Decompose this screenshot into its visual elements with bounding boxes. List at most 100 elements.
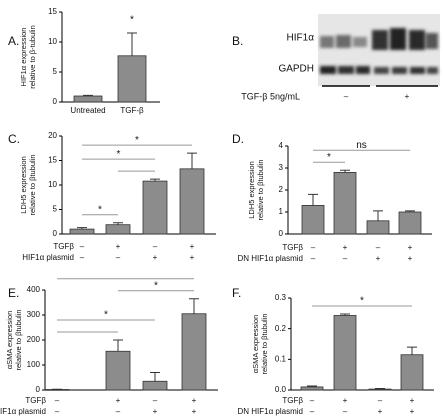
row-value: – (153, 396, 158, 405)
bar (398, 211, 422, 235)
row-value: – (378, 396, 383, 405)
y-axis-label: relative to βtubulin (260, 313, 269, 374)
row-value: – (376, 243, 381, 252)
y-tick-label: 4 (279, 141, 284, 150)
error-bar (375, 387, 385, 390)
error-bar (150, 178, 160, 182)
y-axis-label: relative to βtubulin (14, 309, 23, 370)
y-axis-label: relative to β-tubulin (28, 25, 37, 89)
row-name: TGFβ (282, 396, 303, 405)
y-tick-label: 0 (279, 229, 284, 238)
y-tick-label: 15 (48, 7, 57, 16)
significance-label: * (117, 149, 121, 160)
x-tick-label: Untreated (70, 106, 105, 115)
row-name: HIF1α plasmid (22, 253, 74, 262)
y-axis-label: relative to βtubulin (28, 154, 37, 215)
row-value: + (153, 407, 158, 416)
y-tick-label: 0 (53, 97, 58, 106)
significance-label: * (104, 310, 108, 321)
row-name: TGFβ (282, 243, 303, 252)
row-value: – (80, 242, 85, 251)
lane-label: – (344, 92, 349, 101)
row-name: HIF1α plasmid (0, 407, 46, 416)
bar (333, 315, 357, 391)
y-tick-label: 15 (48, 156, 57, 165)
panel-label: A. (8, 34, 19, 48)
bar (105, 224, 131, 235)
y-tick-label: 0 (53, 229, 58, 238)
lane-label: + (405, 92, 410, 101)
y-tick-label: 2 (279, 185, 284, 194)
row-name: TGFβ (25, 396, 46, 405)
error-bar (308, 193, 318, 206)
error-bar (189, 298, 199, 314)
panel-label: C. (8, 132, 20, 146)
error-bar (127, 32, 137, 56)
row-value: + (343, 396, 348, 405)
bar (73, 95, 103, 103)
y-tick-label: 0.2 (275, 324, 287, 333)
error-bar (340, 169, 350, 173)
y-tick-label: 3 (279, 163, 284, 172)
error-bar (340, 313, 350, 316)
error-bar (150, 372, 160, 382)
bar (181, 313, 207, 391)
row-value: – (80, 253, 85, 262)
significance-label: * (98, 204, 102, 215)
row-value: – (311, 254, 316, 263)
row-value: + (376, 254, 381, 263)
row-value: + (408, 243, 413, 252)
row-value: + (190, 242, 195, 251)
error-bar (407, 346, 417, 355)
row-value: – (153, 242, 158, 251)
y-tick-label: 20 (48, 131, 57, 140)
row-value: – (310, 396, 315, 405)
bar (301, 204, 325, 235)
row-value: + (408, 254, 413, 263)
blot-panel: B. HIF1α GAPDH TGF-β 5ng/mL – + (232, 14, 440, 101)
bar (142, 180, 168, 235)
y-tick-label: 5 (53, 205, 58, 214)
chart-panel: F. αSMA expression relative to βtubulin 0.0… (232, 286, 434, 416)
bar (142, 380, 168, 391)
y-tick-label: 10 (48, 37, 57, 46)
row-name: TGFβ (53, 242, 74, 251)
row-name: DN HIF1α plasmid (237, 254, 303, 263)
bar (300, 386, 324, 391)
blot-bands (320, 28, 438, 74)
row-value: – (116, 407, 121, 416)
row-value: – (55, 407, 60, 416)
row-value: – (55, 396, 60, 405)
row-value: + (192, 396, 197, 405)
bar (366, 220, 390, 235)
bar (69, 228, 95, 235)
chart-panel: E. αSMA expression relative to βtubulin 0 10… (0, 278, 218, 416)
y-axis-label: αSMA expression (5, 311, 14, 370)
row-value: – (343, 254, 348, 263)
chart-panel: A. HIF1α expression relative to β-tubulin 0… (8, 7, 160, 115)
panel-label: D. (232, 132, 244, 146)
significance-label: * (360, 296, 364, 307)
bar (333, 171, 357, 235)
row-value: + (410, 396, 415, 405)
panel-label: B. (232, 34, 243, 48)
blot-row-label: HIF1α (287, 33, 315, 44)
row-value: – (343, 407, 348, 416)
error-bar (83, 94, 93, 96)
y-tick-label: 0.1 (275, 354, 287, 363)
significance-label: * (135, 135, 139, 146)
row-value: + (153, 253, 158, 262)
y-tick-label: 5 (53, 67, 58, 76)
y-tick-label: 300 (27, 310, 41, 319)
significance-label: * (130, 15, 134, 26)
row-value: – (311, 243, 316, 252)
y-axis-label: LDH5 expression (19, 156, 28, 214)
panel-label: F. (232, 286, 241, 300)
row-value: + (190, 253, 195, 262)
row-value: – (116, 253, 121, 262)
significance-label: ns (356, 140, 367, 151)
row-value: + (116, 242, 121, 251)
treatment-label: TGF-β 5ng/mL (241, 91, 300, 101)
error-bar (373, 210, 383, 221)
